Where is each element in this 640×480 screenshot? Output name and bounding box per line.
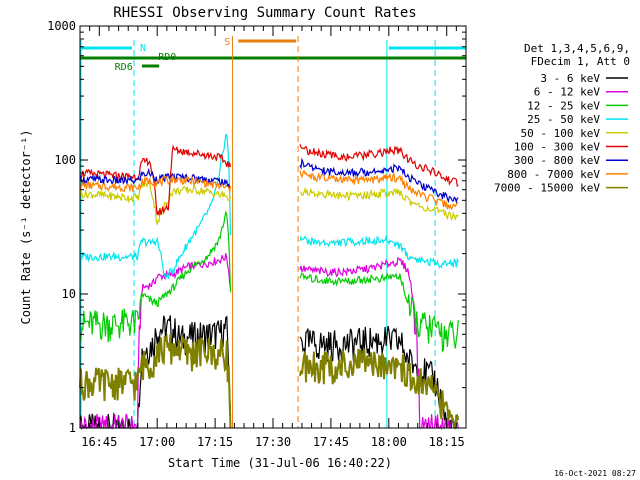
series-line (299, 169, 459, 211)
x-tick-label: 17:45 (313, 435, 349, 449)
series-line (299, 257, 459, 431)
legend-label: 300 - 800 keV (514, 154, 600, 167)
x-axis-label: Start Time (31-Jul-06 16:40:22) (168, 456, 392, 470)
flag-label-n: N (140, 43, 146, 54)
series-12-25-kev (79, 210, 459, 353)
series-800-7000-kev (79, 169, 459, 211)
series-line (299, 186, 459, 221)
series-line (79, 179, 232, 225)
series-layer (79, 133, 460, 431)
legend-label: 100 - 300 keV (514, 141, 600, 154)
flag-label-s: S (224, 37, 230, 48)
series-line (299, 234, 459, 269)
flag-label-rd0: RD0 (158, 52, 176, 63)
legend-label: 25 - 50 keV (527, 113, 600, 126)
series-line (299, 271, 459, 353)
series-line (79, 133, 232, 281)
chart-title: RHESSI Observing Summary Count Rates (113, 5, 416, 21)
series-50-100-kev (79, 179, 459, 225)
x-tick-label: 18:00 (371, 435, 407, 449)
x-tick-label: 17:00 (139, 435, 175, 449)
tick-layer: 1 10 100 1000 16:45 17:00 17:15 17:30 17:45 18:00… (47, 19, 466, 449)
y-tick-label: 10 (62, 287, 76, 301)
series-7000-15000-kev (79, 333, 460, 429)
legend-label: 800 - 7000 keV (507, 168, 600, 181)
series-line (79, 333, 232, 429)
flag-layer: N RD0 RD6 S (80, 36, 466, 428)
legend: Det 1,3,4,5,6,9,FDecim 1, Att 0 3 - 6 keV… (494, 42, 630, 195)
series-line (79, 173, 232, 193)
flag-label-rd6: RD6 (115, 62, 133, 73)
series-line (299, 144, 459, 187)
series-6-12-kev (79, 253, 459, 431)
series-300-800-kev (79, 157, 459, 204)
series-line (79, 210, 232, 343)
legend-label: 6 - 12 keV (534, 86, 601, 99)
legend-header: FDecim 1, Att 0 (531, 55, 630, 68)
footer-date: 16-Oct-2021 08:27 (554, 469, 636, 478)
y-axis-label: Count Rate (s⁻¹ detector⁻¹) (19, 129, 33, 324)
x-tick-label: 16:45 (81, 435, 117, 449)
series-line (79, 253, 232, 430)
x-tick-label: 17:30 (255, 435, 291, 449)
legend-label: 3 - 6 keV (540, 72, 600, 85)
series-line (79, 167, 232, 191)
y-tick-label: 1 (69, 421, 76, 435)
series-25-50-kev (79, 133, 459, 281)
series-line (299, 325, 459, 429)
y-tick-label: 1000 (47, 19, 76, 33)
series-line (299, 157, 459, 204)
legend-label: 7000 - 15000 keV (494, 182, 600, 195)
x-tick-label: 18:15 (429, 435, 465, 449)
legend-label: 12 - 25 keV (527, 99, 600, 112)
x-tick-label: 17:15 (197, 435, 233, 449)
y-tick-label: 100 (54, 153, 76, 167)
legend-header: Det 1,3,4,5,6,9, (524, 42, 630, 55)
series-line (299, 348, 460, 429)
legend-label: 50 - 100 keV (521, 127, 601, 140)
